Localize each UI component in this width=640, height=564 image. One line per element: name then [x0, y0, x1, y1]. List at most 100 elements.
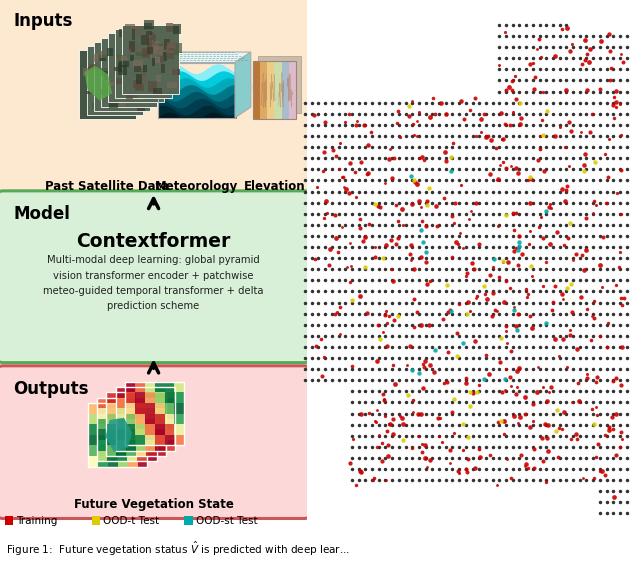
Polygon shape: [97, 398, 107, 408]
Polygon shape: [114, 89, 119, 92]
Point: [557, 294, 568, 303]
Point: [603, 173, 613, 182]
Polygon shape: [155, 393, 164, 403]
Point: [404, 342, 415, 351]
Polygon shape: [129, 87, 136, 92]
Point: [609, 92, 619, 102]
Point: [418, 359, 428, 368]
Point: [511, 164, 521, 173]
Polygon shape: [113, 69, 124, 77]
Point: [328, 146, 339, 155]
Point: [551, 426, 561, 435]
Point: [521, 459, 531, 468]
Point: [385, 264, 396, 273]
Point: [458, 244, 468, 253]
Point: [424, 360, 435, 369]
FancyBboxPatch shape: [0, 191, 311, 363]
Point: [348, 361, 358, 370]
Polygon shape: [145, 424, 155, 435]
Point: [358, 120, 369, 129]
Point: [470, 463, 480, 472]
Polygon shape: [135, 382, 145, 393]
Polygon shape: [106, 403, 116, 413]
Polygon shape: [139, 61, 145, 67]
Polygon shape: [108, 48, 113, 56]
Point: [517, 250, 527, 259]
Polygon shape: [110, 64, 118, 71]
Polygon shape: [175, 424, 184, 435]
Point: [474, 444, 484, 453]
Point: [346, 262, 356, 271]
Point: [509, 226, 520, 235]
Point: [589, 157, 600, 166]
Polygon shape: [98, 403, 108, 413]
Polygon shape: [135, 424, 145, 435]
Polygon shape: [132, 93, 141, 102]
Polygon shape: [282, 61, 289, 119]
Point: [474, 381, 484, 390]
Polygon shape: [134, 32, 141, 39]
Point: [565, 331, 575, 340]
Point: [523, 290, 533, 299]
Point: [429, 367, 439, 376]
Point: [364, 220, 374, 229]
Point: [393, 233, 403, 243]
Point: [481, 132, 492, 141]
Polygon shape: [127, 408, 137, 419]
Point: [585, 44, 595, 53]
Point: [340, 118, 350, 127]
Point: [506, 162, 516, 171]
Polygon shape: [116, 419, 125, 429]
Polygon shape: [126, 424, 136, 435]
Polygon shape: [119, 77, 128, 84]
Point: [424, 320, 435, 329]
Point: [572, 435, 582, 444]
Polygon shape: [118, 446, 127, 456]
Point: [513, 169, 524, 178]
Polygon shape: [125, 429, 136, 440]
Point: [433, 413, 444, 422]
Point: [611, 409, 621, 418]
Polygon shape: [117, 408, 127, 419]
Point: [467, 258, 477, 267]
Point: [506, 382, 516, 391]
Polygon shape: [164, 413, 175, 424]
Point: [513, 309, 524, 318]
Polygon shape: [139, 54, 145, 58]
Polygon shape: [106, 424, 116, 435]
Point: [520, 392, 530, 401]
Point: [479, 282, 490, 291]
Point: [412, 131, 422, 140]
Point: [370, 253, 380, 262]
Polygon shape: [113, 52, 122, 60]
Polygon shape: [125, 57, 131, 63]
Point: [539, 166, 549, 175]
Polygon shape: [120, 55, 130, 59]
Polygon shape: [130, 45, 134, 51]
Point: [319, 148, 329, 157]
Point: [373, 320, 383, 329]
Point: [421, 258, 431, 267]
Point: [394, 412, 404, 421]
Polygon shape: [134, 80, 138, 88]
Polygon shape: [157, 43, 166, 52]
Polygon shape: [135, 69, 143, 76]
Point: [356, 157, 367, 166]
Point: [545, 240, 556, 249]
Point: [436, 438, 447, 447]
Point: [383, 451, 393, 460]
Point: [430, 345, 440, 354]
Polygon shape: [140, 66, 145, 75]
Point: [538, 382, 548, 391]
Text: Future Vegetation State: Future Vegetation State: [74, 499, 234, 512]
Polygon shape: [97, 408, 107, 419]
Point: [431, 201, 442, 210]
Text: Multi-modal deep learning: global pyramid
vision transformer encoder + patchwise: Multi-modal deep learning: global pyrami…: [44, 255, 264, 311]
Text: Contextformer: Contextformer: [76, 232, 231, 251]
Polygon shape: [175, 393, 184, 403]
Point: [541, 207, 551, 216]
Point: [378, 328, 388, 337]
Point: [312, 182, 322, 191]
Point: [364, 408, 374, 417]
Point: [383, 441, 394, 450]
